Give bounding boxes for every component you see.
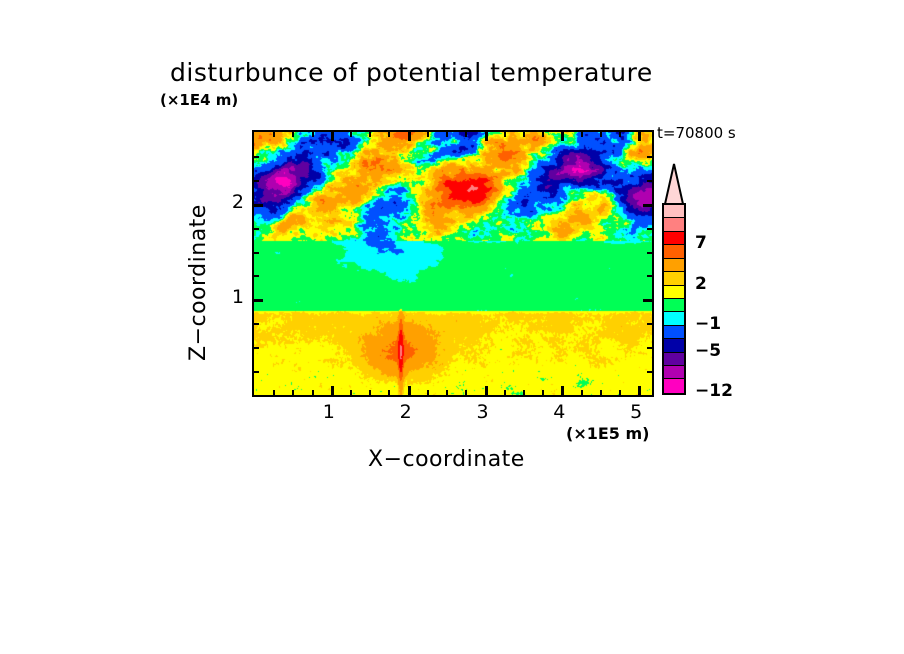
x-tick-top — [388, 132, 391, 137]
y-tick-left — [254, 371, 259, 374]
x-tick-label: 4 — [553, 401, 566, 423]
y-tick-right — [647, 179, 652, 182]
colorbar-level — [664, 231, 684, 246]
y-tick-right — [643, 299, 652, 303]
x-tick-top — [330, 132, 334, 141]
x-tick-top — [503, 132, 506, 137]
x-tick-bottom — [542, 390, 545, 395]
x-tick-top — [484, 132, 488, 141]
colorbar-level — [664, 218, 684, 232]
x-tick-label: 2 — [399, 401, 412, 423]
x-tick-bottom — [311, 390, 314, 395]
colorbar-level — [664, 205, 684, 219]
x-tick-bottom — [292, 390, 295, 395]
x-tick-top — [350, 132, 353, 137]
colorbar-tick-label: −5 — [695, 340, 722, 361]
x-tick-top — [618, 132, 621, 137]
x-tick-bottom — [580, 390, 583, 395]
x-tick-top — [369, 132, 372, 137]
x-tick-bottom — [599, 390, 602, 395]
y-tick-right — [647, 323, 652, 326]
y-tick-left — [254, 275, 259, 278]
colorbar-level — [664, 298, 684, 313]
y-tick-left — [254, 179, 259, 182]
x-tick-top — [580, 132, 583, 137]
x-tick-label: 3 — [476, 401, 489, 423]
colorbar-level — [664, 258, 684, 273]
x-tick-bottom — [465, 390, 468, 395]
colorbar-level — [664, 272, 684, 286]
colorbar-level — [664, 366, 684, 380]
y-tick-left — [254, 203, 263, 207]
y-tick-left — [254, 299, 263, 303]
x-tick-bottom — [426, 390, 429, 395]
y-tick-label: 1 — [231, 286, 244, 309]
colorbar-level — [664, 379, 684, 393]
x-tick-bottom — [484, 386, 488, 395]
x-tick-bottom — [369, 390, 372, 395]
x-tick-bottom — [446, 390, 449, 395]
colorbar — [662, 163, 686, 395]
y-tick-left — [254, 347, 259, 350]
y-tick-right — [643, 203, 652, 207]
y-tick-left — [254, 323, 259, 326]
y-tick-right — [647, 251, 652, 254]
y-tick-right — [647, 227, 652, 230]
temperature-field-canvas — [254, 132, 652, 395]
x-tick-bottom — [330, 386, 334, 395]
y-axis-title: Z−coordinate — [186, 204, 211, 361]
y-tick-right — [647, 371, 652, 374]
y-tick-label: 2 — [231, 190, 244, 213]
y-tick-right — [647, 155, 652, 158]
x-tick-top — [638, 132, 642, 141]
y-tick-right — [647, 275, 652, 278]
x-tick-bottom — [638, 386, 642, 395]
x-tick-bottom — [407, 386, 411, 395]
x-tick-top — [407, 132, 411, 141]
y-tick-left — [254, 251, 259, 254]
colorbar-tick-label: −12 — [695, 381, 733, 401]
time-annotation: t=70800 s — [657, 124, 736, 142]
x-tick-top — [561, 132, 565, 141]
x-tick-top — [465, 132, 468, 137]
y-tick-left — [254, 227, 259, 230]
x-tick-bottom — [522, 390, 525, 395]
x-tick-bottom — [561, 386, 565, 395]
x-tick-top — [446, 132, 449, 137]
x-tick-bottom — [503, 390, 506, 395]
x-tick-top — [599, 132, 602, 137]
x-tick-bottom — [618, 390, 621, 395]
colorbar-tick-label: −1 — [695, 313, 722, 334]
chart-title: disturbunce of potential temperature — [170, 58, 653, 87]
x-tick-top — [273, 132, 276, 137]
heatmap-plot-area — [252, 130, 654, 397]
colorbar-level — [664, 325, 684, 340]
x-tick-top — [292, 132, 295, 137]
colorbar-level — [664, 312, 684, 326]
x-tick-bottom — [388, 390, 391, 395]
y-tick-right — [647, 347, 652, 350]
x-tick-label: 5 — [630, 401, 643, 423]
x-tick-top — [542, 132, 545, 137]
x-tick-top — [311, 132, 314, 137]
colorbar-level — [664, 285, 684, 299]
x-axis-unit: (×1E5 m) — [566, 424, 650, 443]
colorbar-tick-label: 7 — [695, 233, 707, 254]
x-axis-title: X−coordinate — [368, 447, 525, 472]
colorbar-tick-label: 2 — [695, 273, 707, 294]
colorbar-arrow-icon — [663, 163, 685, 205]
x-tick-bottom — [350, 390, 353, 395]
x-tick-top — [522, 132, 525, 137]
colorbar-levels — [662, 203, 686, 395]
x-tick-bottom — [273, 390, 276, 395]
colorbar-level — [664, 245, 684, 259]
y-tick-left — [254, 155, 259, 158]
x-tick-label: 1 — [322, 401, 335, 423]
x-tick-top — [426, 132, 429, 137]
chart-title-unit: (×1E4 m) — [160, 91, 239, 109]
colorbar-level — [664, 339, 684, 353]
colorbar-level — [664, 352, 684, 367]
